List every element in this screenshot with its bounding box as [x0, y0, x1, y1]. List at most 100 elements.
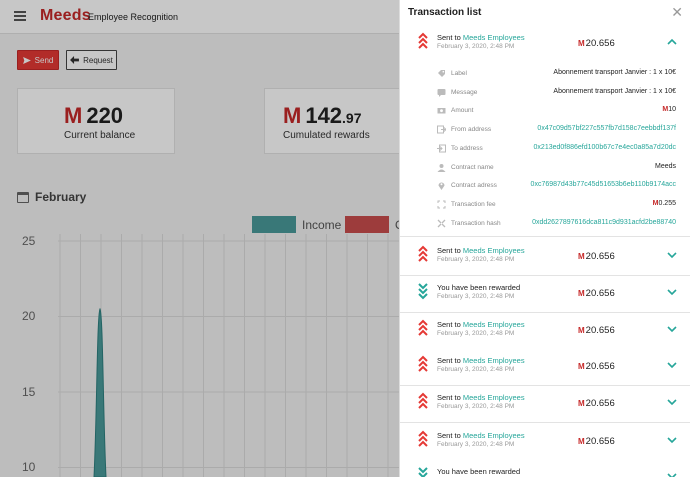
- meeds-currency-icon: M: [578, 289, 585, 298]
- app-logo[interactable]: Meeds: [40, 7, 91, 24]
- transaction-amount: M20.656: [578, 251, 615, 262]
- detail-label: To address: [451, 144, 483, 152]
- legend-outgoing-swatch: [345, 216, 389, 233]
- detail-value: M10: [662, 106, 676, 114]
- transaction-date: February 3, 2020, 2:48 PM: [437, 256, 515, 263]
- transaction-title: Sent to Meeds Employees: [437, 320, 525, 329]
- transaction-drawer: Transaction list ✕ Sent to Meeds Employe…: [399, 0, 690, 477]
- recipient-link[interactable]: Meeds Employees: [462, 320, 525, 329]
- chevron-up-icon[interactable]: [666, 36, 678, 48]
- transaction-item[interactable]: Sent to Meeds Employees February 3, 2020,…: [400, 386, 690, 423]
- legend-income[interactable]: Income: [252, 216, 341, 233]
- app-title: Employee Recognition: [88, 12, 179, 22]
- transaction-title: Sent to Meeds Employees: [437, 356, 525, 365]
- recipient-link[interactable]: Meeds Employees: [462, 33, 525, 42]
- amount-icon: [437, 108, 446, 114]
- detail-row-to-address: To address 0x213ed0f886efd100b67c7e4ec0a8…: [400, 141, 690, 159]
- recipient-link[interactable]: Meeds Employees: [462, 393, 525, 402]
- transaction-date: February 3, 2020, 2:48 PM: [437, 293, 515, 300]
- transaction-item[interactable]: You have been rewarded February 3, 2020, …: [400, 276, 690, 313]
- meeds-currency-icon: M: [64, 103, 83, 128]
- chevron-down-icon[interactable]: [666, 323, 678, 335]
- request-button[interactable]: Request: [66, 50, 117, 70]
- current-balance-value: M 220: [64, 103, 124, 128]
- arrow-left-icon: [70, 56, 80, 64]
- transaction-date: February 3, 2020, 2:48 PM: [437, 330, 515, 337]
- chevron-down-icon[interactable]: [666, 359, 678, 371]
- cumulated-rewards-label: Cumulated rewards: [283, 130, 370, 141]
- transaction-summary[interactable]: Sent to Meeds Employees February 3, 2020…: [400, 26, 690, 62]
- chevron-down-icon[interactable]: [666, 286, 678, 298]
- sent-arrows-icon: [418, 392, 428, 409]
- transaction-amount: M20.656: [578, 398, 615, 409]
- transaction-date: February 3, 2020, 2:48 PM: [437, 441, 515, 448]
- chevron-down-icon[interactable]: [666, 434, 678, 446]
- meeds-currency-icon: M: [578, 39, 585, 48]
- transaction-title: Sent to Meeds Employees: [437, 431, 525, 440]
- meeds-currency-icon: M: [578, 437, 585, 446]
- request-button-label: Request: [83, 55, 113, 65]
- transaction-date: February 3, 2020, 2:48 PM: [437, 366, 515, 373]
- sent-arrows-icon: [418, 430, 428, 447]
- meeds-currency-icon: M: [578, 362, 585, 371]
- transaction-amount: M20.656: [578, 288, 615, 299]
- detail-value[interactable]: 0xc76987d43b77c45d51653b6eb110b9174acc: [530, 181, 676, 189]
- send-button[interactable]: Send: [17, 50, 59, 70]
- received-arrows-icon: [418, 467, 428, 477]
- transaction-amount: M20.656: [578, 361, 615, 372]
- detail-value[interactable]: 0x47c09d57bf227c557fb7d158c7eebbdf137f: [537, 125, 676, 133]
- hash-icon: [437, 219, 446, 228]
- y-tick-label: 25: [22, 234, 36, 248]
- transaction-item[interactable]: You have been rewarded: [400, 460, 690, 477]
- transaction-amount: M20.656: [578, 38, 615, 49]
- recipient-link[interactable]: Meeds Employees: [462, 356, 525, 365]
- y-tick-label: 10: [22, 460, 36, 474]
- received-arrows-icon: [418, 283, 428, 300]
- calendar-icon: [17, 191, 29, 203]
- sent-arrows-icon: [418, 245, 428, 262]
- transaction-details: Label Abonnement transport Janvier : 1 x …: [400, 62, 690, 236]
- recipient-link[interactable]: Meeds Employees: [462, 246, 525, 255]
- transactions-chart: 25 20 15 10: [0, 234, 400, 477]
- meeds-currency-icon: M: [283, 103, 302, 128]
- income-series-area: [93, 307, 107, 477]
- sent-arrows-icon: [418, 355, 428, 372]
- chevron-down-icon[interactable]: [666, 470, 678, 477]
- tag-icon: [438, 70, 445, 77]
- send-button-label: Send: [34, 55, 54, 65]
- chevron-down-icon[interactable]: [666, 249, 678, 261]
- sent-arrows-icon: [418, 32, 428, 49]
- close-icon[interactable]: ✕: [671, 4, 683, 20]
- transaction-date: February 3, 2020, 2:48 PM: [437, 403, 515, 410]
- detail-row-from-address: From address 0x47c09d57bf227c557fb7d158c7…: [400, 122, 690, 140]
- meeds-currency-icon: M: [578, 399, 585, 408]
- drawer-header: Transaction list ✕: [400, 0, 690, 26]
- transaction-item[interactable]: Sent to Meeds Employees February 3, 2020,…: [400, 349, 690, 386]
- chevron-down-icon[interactable]: [666, 396, 678, 408]
- y-tick-label: 15: [22, 385, 36, 399]
- transaction-title: Sent to Meeds Employees: [437, 393, 525, 402]
- cumulated-rewards-value: M 142.97: [283, 103, 362, 128]
- transaction-title: You have been rewarded: [437, 283, 521, 292]
- detail-label: Transaction fee: [451, 200, 496, 208]
- sent-arrows-icon: [418, 319, 428, 336]
- recipient-link[interactable]: Meeds Employees: [462, 431, 525, 440]
- month-header: February: [17, 190, 86, 204]
- from-address-icon: [437, 125, 446, 134]
- transaction-item[interactable]: Sent to Meeds Employees February 3, 2020,…: [400, 313, 690, 350]
- detail-value: M0.255: [652, 199, 676, 207]
- detail-value[interactable]: 0x213ed0f886efd100b67c7e4ec0a85a7d20dc: [533, 143, 676, 151]
- detail-label: From address: [451, 126, 492, 134]
- meeds-currency-icon: M: [662, 106, 669, 114]
- transaction-title: Sent to Meeds Employees: [437, 246, 525, 255]
- detail-label: Contract name: [451, 163, 494, 171]
- detail-label: Label: [451, 70, 467, 77]
- transaction-amount: M20.656: [578, 436, 615, 447]
- contract-name-icon: [437, 163, 446, 172]
- detail-value[interactable]: 0xdd2627897616dca811c9d931acfd2be88740: [532, 218, 676, 226]
- detail-label: Amount: [451, 107, 474, 115]
- transaction-item[interactable]: Sent to Meeds Employees February 3, 2020,…: [400, 239, 690, 276]
- menu-icon[interactable]: [14, 11, 26, 21]
- transaction-title: You have been rewarded: [437, 467, 521, 476]
- transaction-item[interactable]: Sent to Meeds Employees February 3, 2020,…: [400, 424, 690, 461]
